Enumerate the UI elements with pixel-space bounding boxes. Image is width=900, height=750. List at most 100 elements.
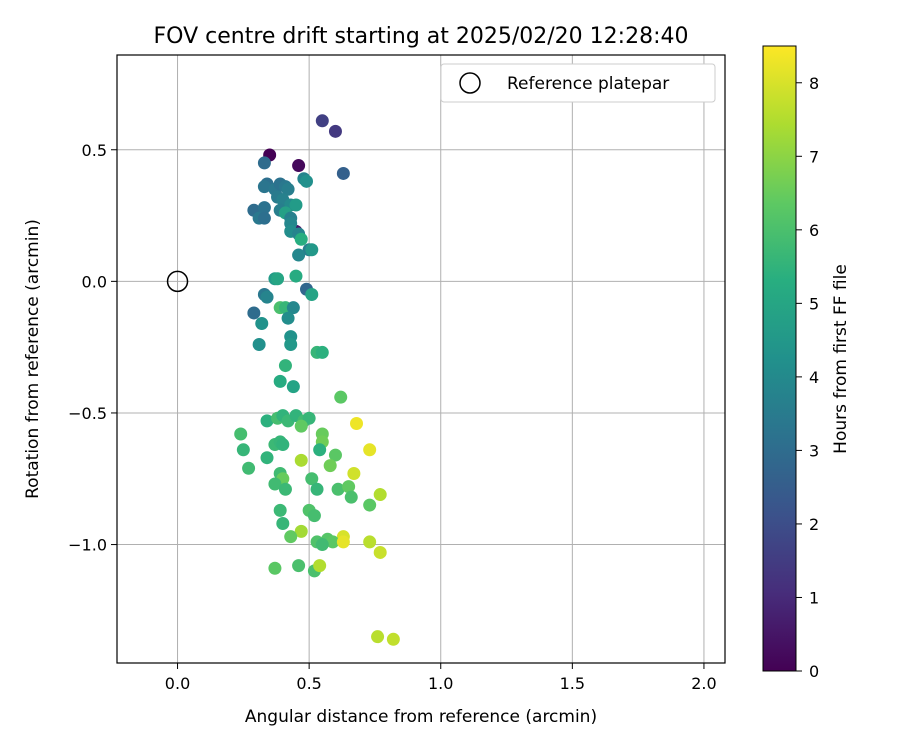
- data-point: [371, 630, 385, 644]
- data-point: [273, 503, 287, 517]
- data-point: [286, 380, 300, 394]
- data-point: [247, 306, 261, 320]
- data-point: [236, 443, 250, 457]
- data-point: [273, 374, 287, 388]
- data-point: [268, 561, 282, 575]
- data-point: [373, 545, 387, 559]
- colorbar-tick-label: 8: [809, 74, 819, 93]
- data-point: [292, 159, 306, 173]
- data-point: [257, 211, 271, 225]
- plot-frame: [116, 54, 726, 664]
- data-point: [342, 480, 356, 494]
- data-point: [315, 345, 329, 359]
- data-point: [302, 411, 316, 425]
- colorbar-tick-label: 4: [809, 368, 819, 387]
- data-point: [305, 472, 319, 486]
- x-tick-label: 0.5: [296, 674, 321, 693]
- data-point: [260, 414, 274, 428]
- data-point: [257, 156, 271, 170]
- colorbar-tick-label: 3: [809, 441, 819, 460]
- data-point: [305, 288, 319, 302]
- colorbar-tick-label: 5: [809, 294, 819, 313]
- data-point: [323, 459, 337, 473]
- colorbar-tick-label: 7: [809, 147, 819, 166]
- data-point: [268, 477, 282, 491]
- colorbar: [762, 45, 797, 672]
- data-point: [276, 517, 290, 531]
- data-point: [344, 490, 358, 504]
- y-tick-label: 0.0: [82, 272, 107, 291]
- data-point: [281, 182, 295, 196]
- colorbar-tick-label: 6: [809, 221, 819, 240]
- data-point: [284, 338, 298, 352]
- data-point: [289, 269, 303, 283]
- chart-title: FOV centre drift starting at 2025/02/20 …: [154, 24, 689, 49]
- data-point: [363, 498, 377, 512]
- data-point: [350, 416, 364, 430]
- x-tick-label: 1.5: [560, 674, 585, 693]
- data-point: [386, 632, 400, 646]
- data-point: [234, 427, 248, 441]
- data-point: [305, 243, 319, 257]
- data-point: [278, 359, 292, 373]
- x-tick-label: 0.0: [165, 674, 190, 693]
- reference-marker: [166, 270, 189, 293]
- data-point: [242, 461, 256, 475]
- data-point: [315, 538, 329, 552]
- x-tick-label: 2.0: [691, 674, 716, 693]
- data-points: [234, 114, 400, 646]
- data-point: [294, 453, 308, 467]
- colorbar-tick-label: 2: [809, 515, 819, 534]
- data-point: [334, 390, 348, 404]
- y-axis-label: Rotation from reference (arcmin): [23, 219, 43, 499]
- data-point: [294, 232, 308, 246]
- y-tick-label: −0.5: [68, 404, 107, 423]
- data-point: [257, 201, 271, 215]
- x-axis-label: Angular distance from reference (arcmin): [245, 707, 597, 727]
- legend-marker: [459, 72, 481, 94]
- data-point: [271, 272, 285, 286]
- y-tick-label: 0.5: [82, 141, 107, 160]
- data-point: [292, 248, 306, 262]
- data-point: [336, 166, 350, 180]
- data-point: [289, 198, 303, 212]
- data-point: [331, 482, 345, 496]
- data-point: [328, 124, 342, 138]
- data-point: [284, 530, 298, 544]
- data-point: [292, 559, 306, 573]
- data-point: [276, 438, 290, 452]
- data-point: [300, 174, 314, 188]
- data-point: [307, 509, 321, 523]
- data-point: [313, 559, 327, 573]
- data-point: [255, 316, 269, 330]
- legend: Reference platepar: [440, 63, 716, 103]
- colorbar-label: Hours from first FF file: [831, 264, 851, 454]
- data-point: [260, 290, 274, 304]
- y-axis-ticks: 0.5 0.0 −0.5 −1.0: [68, 141, 117, 555]
- data-point: [363, 535, 377, 549]
- grid-lines: [117, 55, 725, 663]
- data-point: [286, 301, 300, 315]
- colorbar-tick-label: 1: [809, 588, 819, 607]
- x-tick-label: 1.0: [428, 674, 453, 693]
- data-point: [363, 443, 377, 457]
- data-point: [313, 443, 327, 457]
- legend-entry: Reference platepar: [507, 74, 669, 94]
- data-point: [281, 311, 295, 325]
- data-point: [328, 448, 342, 462]
- legend-box: [440, 63, 716, 103]
- x-axis-ticks: 0.0 0.5 1.0 1.5 2.0: [165, 663, 717, 693]
- data-point: [294, 524, 308, 538]
- data-point: [315, 114, 329, 128]
- data-point: [336, 535, 350, 549]
- y-tick-label: −1.0: [68, 536, 107, 555]
- data-point: [257, 180, 271, 194]
- colorbar-tick-label: 0: [809, 662, 819, 681]
- data-point: [310, 482, 324, 496]
- data-point: [252, 338, 266, 352]
- data-point: [260, 451, 274, 465]
- data-point: [347, 466, 361, 480]
- data-point: [294, 419, 308, 433]
- data-point: [326, 535, 340, 549]
